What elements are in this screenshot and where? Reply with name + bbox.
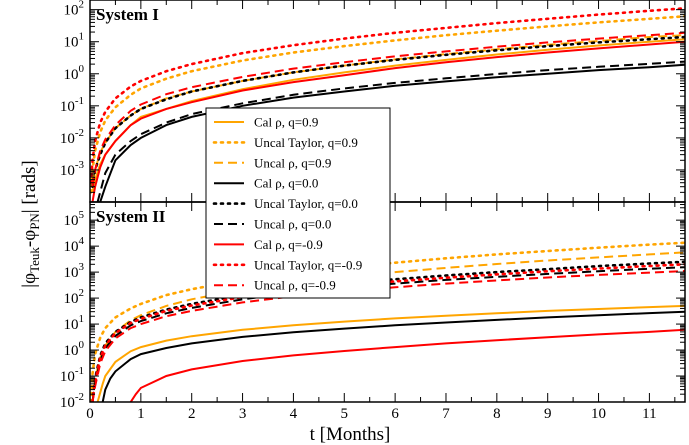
bottom-series-line-5: [91, 266, 685, 402]
legend-entry-label-4: Uncal Taylor, q=0.0: [254, 196, 358, 211]
bottom-series-line-8: [91, 270, 685, 402]
top-y-tick-label-0: 10-3: [60, 159, 85, 179]
x-tick-label-7: 7: [442, 406, 450, 422]
y-tick-label-exponent: 3: [79, 261, 85, 273]
y-tick-label-base: 10: [64, 3, 79, 19]
bottom-y-tick-label-3: 101: [64, 313, 85, 333]
y-tick-label-base: 10: [64, 265, 79, 281]
y-tick-label-exponent: 1: [79, 313, 85, 325]
x-tick-label-5: 5: [341, 406, 349, 422]
legend-entry-label-7: Uncal Taylor, q=-0.9: [254, 257, 362, 272]
y-axis-label-mid: -φ: [19, 230, 40, 247]
y-tick-label-exponent: -1: [75, 95, 84, 107]
y-tick-label-exponent: -1: [75, 365, 84, 377]
bottom-y-tick-label-7: 105: [64, 209, 85, 229]
x-tick-label-8: 8: [493, 406, 501, 422]
bottom-series-line-0: [96, 304, 685, 402]
y-tick-label-base: 10: [64, 317, 79, 333]
bottom-series-line-3: [101, 310, 685, 402]
top-series-line-2: [91, 34, 685, 183]
y-tick-label-base: 10: [60, 99, 75, 115]
bottom-y-tick-label-6: 104: [64, 235, 85, 255]
y-tick-label-base: 10: [64, 67, 79, 83]
y-tick-label-exponent: 2: [79, 0, 85, 11]
bottom-panel-title: System II: [96, 207, 166, 226]
y-tick-label-base: 10: [64, 291, 79, 307]
y-tick-label-base: 10: [60, 395, 75, 411]
top-y-tick-label-2: 10-1: [60, 95, 84, 115]
legend-entry-label-6: Cal ρ, q=-0.9: [254, 237, 323, 252]
x-tick-label-3: 3: [239, 406, 247, 422]
legend-entry-label-3: Cal ρ, q=0.0: [254, 176, 318, 191]
top-panel-title: System I: [96, 5, 159, 24]
top-series-line-8: [91, 31, 685, 187]
y-axis-label-main: |φ: [19, 273, 40, 288]
y-tick-label-exponent: 1: [79, 31, 85, 43]
y-tick-label-exponent: -2: [75, 127, 84, 139]
top-series-line-6: [91, 40, 685, 202]
y-tick-label-base: 10: [64, 343, 79, 359]
x-tick-label-1: 1: [137, 406, 145, 422]
y-tick-label-base: 10: [60, 131, 75, 147]
y-tick-label-base: 10: [64, 35, 79, 51]
y-tick-label-base: 10: [64, 213, 79, 229]
top-y-tick-label-1: 10-2: [60, 127, 84, 147]
y-axis-label: |φTeuk-φPN| [rads]: [19, 160, 42, 287]
y-axis-label-sub1: Teuk: [27, 247, 42, 273]
bottom-y-tick-label-0: 10-2: [60, 391, 84, 411]
x-tick-label-4: 4: [290, 406, 298, 422]
legend-entry-label-8: Uncal ρ, q=-0.9: [254, 278, 336, 293]
x-axis-label: t [Months]: [310, 424, 391, 445]
x-tick-label-10: 10: [591, 406, 606, 422]
y-tick-label-exponent: 2: [79, 287, 85, 299]
y-tick-label-exponent: 0: [79, 63, 85, 75]
y-tick-label-exponent: -3: [75, 159, 85, 171]
y-axis-label-tail: | [rads]: [19, 160, 40, 213]
top-y-tick-label-3: 100: [64, 63, 85, 83]
x-tick-label-9: 9: [544, 406, 552, 422]
legend: Cal ρ, q=0.9 Uncal Taylor, q=0.9 Uncal ρ, …: [205, 107, 391, 299]
y-tick-label-exponent: 5: [79, 209, 85, 221]
bottom-y-tick-label-4: 102: [64, 287, 85, 307]
legend-entry-label-0: Cal ρ, q=0.9: [254, 115, 318, 130]
bottom-y-tick-label-5: 103: [64, 261, 85, 281]
top-panel-lines: [90, 7, 685, 202]
legend-entry-label-5: Uncal ρ, q=0.0: [254, 217, 331, 232]
y-tick-label-exponent: 4: [79, 235, 85, 247]
y-tick-label-exponent: -2: [75, 391, 84, 403]
top-series-line-1: [90, 15, 685, 194]
legend-entry-label-1: Uncal Taylor, q=0.9: [254, 135, 358, 150]
y-tick-label-exponent: 0: [79, 339, 85, 351]
y-tick-label-base: 10: [60, 163, 75, 179]
bottom-y-tick-label-1: 10-1: [60, 365, 84, 385]
top-series-line-3: [99, 63, 685, 202]
x-tick-label-6: 6: [391, 406, 399, 422]
x-tick-labels: 0 1 2 3 4 5 6 7 8 9 10 11: [86, 406, 656, 422]
top-y-tick-label-4: 101: [64, 31, 85, 51]
bottom-y-tick-label-2: 100: [64, 339, 85, 359]
x-tick-label-2: 2: [188, 406, 196, 422]
top-y-tick-label-5: 102: [64, 0, 85, 19]
bottom-series-line-6: [129, 328, 685, 402]
y-axis-label-sub2: PN: [27, 213, 42, 230]
legend-entry-label-2: Uncal ρ, q=0.9: [254, 155, 331, 170]
x-tick-label-0: 0: [86, 406, 94, 422]
y-tick-label-base: 10: [60, 369, 75, 385]
bottom-series-line-7: [91, 263, 685, 402]
y-tick-label-base: 10: [64, 239, 79, 255]
top-series-line-5: [96, 60, 685, 202]
x-tick-label-11: 11: [642, 406, 656, 422]
top-series-line-7: [90, 7, 685, 184]
